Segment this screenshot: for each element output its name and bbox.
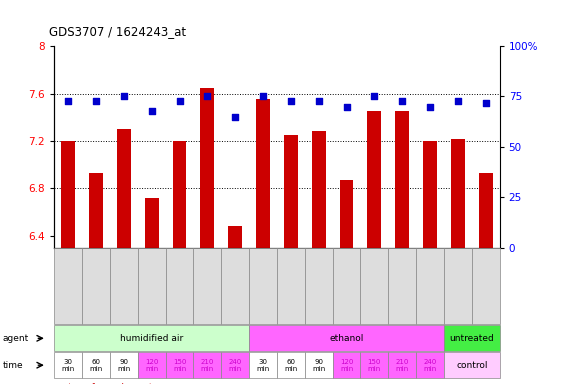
Text: 210
min: 210 min — [200, 359, 214, 372]
Text: 150
min: 150 min — [368, 359, 381, 372]
Text: 60
min: 60 min — [90, 359, 103, 372]
Bar — [395, 111, 409, 248]
Bar — [200, 88, 214, 248]
Bar — [117, 129, 131, 248]
Point — [91, 98, 100, 104]
Bar — [312, 131, 325, 248]
Bar — [284, 135, 298, 248]
Point — [397, 98, 407, 104]
Point — [342, 103, 351, 109]
Text: 240
min: 240 min — [424, 359, 437, 372]
Text: 210
min: 210 min — [396, 359, 409, 372]
Text: 30
min: 30 min — [62, 359, 75, 372]
Point — [63, 98, 73, 104]
Point — [259, 93, 268, 99]
Text: untreated: untreated — [449, 334, 494, 343]
Bar — [478, 173, 493, 248]
Bar — [451, 139, 465, 248]
Bar — [367, 111, 381, 248]
Point — [119, 93, 128, 99]
Point — [286, 98, 295, 104]
Bar — [340, 180, 353, 248]
Bar — [172, 141, 187, 248]
Text: 60
min: 60 min — [284, 359, 297, 372]
Point — [203, 93, 212, 99]
Text: ethanol: ethanol — [329, 334, 364, 343]
Bar — [144, 198, 159, 248]
Point — [231, 114, 240, 120]
Bar — [423, 141, 437, 248]
Text: 90
min: 90 min — [312, 359, 325, 372]
Text: GDS3707 / 1624243_at: GDS3707 / 1624243_at — [49, 25, 186, 38]
Point — [370, 93, 379, 99]
Point — [453, 98, 463, 104]
Text: 120
min: 120 min — [340, 359, 353, 372]
Point — [147, 108, 156, 114]
Bar — [89, 173, 103, 248]
Text: agent: agent — [3, 334, 29, 343]
Point — [425, 103, 435, 109]
Text: humidified air: humidified air — [120, 334, 183, 343]
Bar — [256, 99, 270, 248]
Point — [175, 98, 184, 104]
Text: ■  transformed count: ■ transformed count — [54, 383, 153, 384]
Point — [481, 99, 490, 106]
Text: 150
min: 150 min — [173, 359, 186, 372]
Text: 90
min: 90 min — [117, 359, 130, 372]
Text: 120
min: 120 min — [145, 359, 158, 372]
Text: 240
min: 240 min — [228, 359, 242, 372]
Text: time: time — [3, 361, 23, 370]
Point — [314, 98, 323, 104]
Bar — [61, 141, 75, 248]
Text: 30
min: 30 min — [256, 359, 270, 372]
Text: control: control — [456, 361, 488, 370]
Bar — [228, 226, 242, 248]
